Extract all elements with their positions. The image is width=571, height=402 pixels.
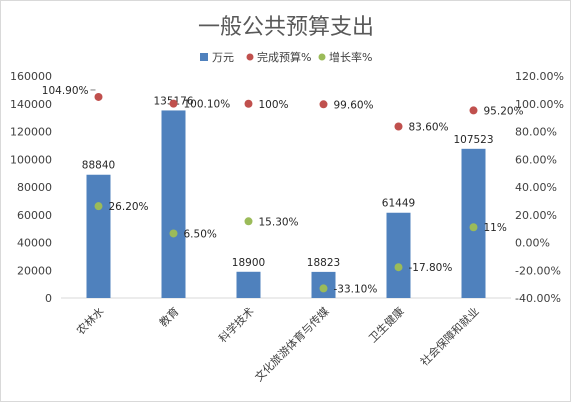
left-tick-label: 80000 [17, 181, 52, 194]
bar-data-label: 107523 [453, 134, 493, 146]
category-label: 文化旅游体育与传媒 [252, 304, 332, 384]
growth-point [244, 217, 253, 226]
legend-item-growth: 增长率% [318, 50, 372, 64]
bar-data-labels: 88840135176189001882361449107523 [82, 95, 494, 268]
point-series [94, 92, 478, 293]
left-tick-label: 140000 [10, 98, 52, 111]
bar [236, 271, 261, 298]
legend-swatch-bars [200, 53, 208, 61]
bar [86, 174, 111, 298]
growth-point [469, 223, 478, 232]
growth-point [169, 229, 178, 238]
category-label: 教育 [156, 304, 181, 329]
legend-label-budget: 完成预算% [257, 50, 311, 64]
left-tick-label: 40000 [17, 237, 52, 250]
right-tick-label: -20.00% [515, 264, 561, 277]
legend-swatch-growth [318, 53, 326, 61]
right-tick-label: 0.00% [515, 237, 550, 250]
legend-label-growth: 增长率% [329, 50, 372, 64]
legend-item-bars: 万元 [200, 51, 234, 64]
growth-data-label: -17.80% [409, 262, 453, 274]
left-axis-ticks: 0 20000 40000 60000 80000 100000 120000 140000 1… [10, 70, 52, 305]
growth-point [319, 284, 328, 293]
budget-point [394, 122, 403, 131]
budget-data-label: 83.60% [409, 122, 449, 134]
budget-data-label: 99.60% [334, 99, 374, 111]
budget-data-label: 100% [259, 99, 289, 111]
left-tick-label: 160000 [10, 70, 52, 83]
growth-data-label: 26.20% [109, 201, 149, 213]
category-label: 卫生健康 [366, 304, 407, 345]
bar-data-label: 88840 [82, 160, 115, 172]
right-tick-label: 120.00% [515, 70, 564, 83]
left-tick-label: 0 [45, 292, 52, 305]
right-tick-label: -40.00% [515, 292, 561, 305]
legend-swatch-budget [246, 53, 254, 61]
budget-point [169, 99, 178, 108]
growth-data-label: -33.10% [334, 283, 378, 295]
right-tick-label: 40.00% [515, 181, 557, 194]
left-tick-label: 120000 [10, 126, 52, 139]
legend-label-bars: 万元 [212, 51, 234, 64]
budget-point [469, 106, 478, 115]
left-tick-label: 100000 [10, 153, 52, 166]
left-tick-label: 60000 [17, 209, 52, 222]
chart-title: 一般公共预算支出 [198, 15, 374, 40]
growth-point [94, 202, 103, 211]
right-axis-ticks: -40.00% -20.00% 0.00% 20.00% 40.00% 60.00% 80.… [515, 70, 564, 305]
point-data-labels: 104.90% 100.10% 100% 99.60% 83.60% 95.20% 26.2… [42, 85, 524, 295]
bar-data-label: 61449 [382, 198, 415, 210]
left-tick-label: 20000 [17, 264, 52, 277]
category-label: 科学技术 [216, 304, 257, 345]
budget-point [94, 92, 103, 101]
bar-data-label: 18823 [307, 257, 340, 269]
budget-data-label: 100.10% [184, 99, 231, 111]
growth-data-label: 6.50% [184, 228, 217, 240]
growth-data-label: 15.30% [259, 216, 299, 228]
right-tick-label: 60.00% [515, 153, 557, 166]
category-label: 社会保障和就业 [417, 304, 481, 368]
budget-data-label: 95.20% [484, 105, 524, 117]
right-tick-label: 20.00% [515, 209, 557, 222]
right-tick-label: 100.00% [515, 98, 564, 111]
bar-series [86, 110, 486, 298]
budget-data-label: 104.90% [42, 85, 89, 97]
bar [161, 110, 186, 298]
bar [386, 212, 411, 298]
legend: 万元 完成预算% 增长率% [200, 50, 372, 64]
legend-item-budget: 完成预算% [246, 50, 311, 64]
budget-point [319, 100, 328, 109]
growth-data-label: 11% [484, 222, 507, 234]
growth-point [394, 263, 403, 272]
bar-data-label: 18900 [232, 257, 265, 269]
right-tick-label: 80.00% [515, 126, 557, 139]
category-label: 农林水 [73, 304, 106, 337]
budget-point [244, 99, 253, 108]
